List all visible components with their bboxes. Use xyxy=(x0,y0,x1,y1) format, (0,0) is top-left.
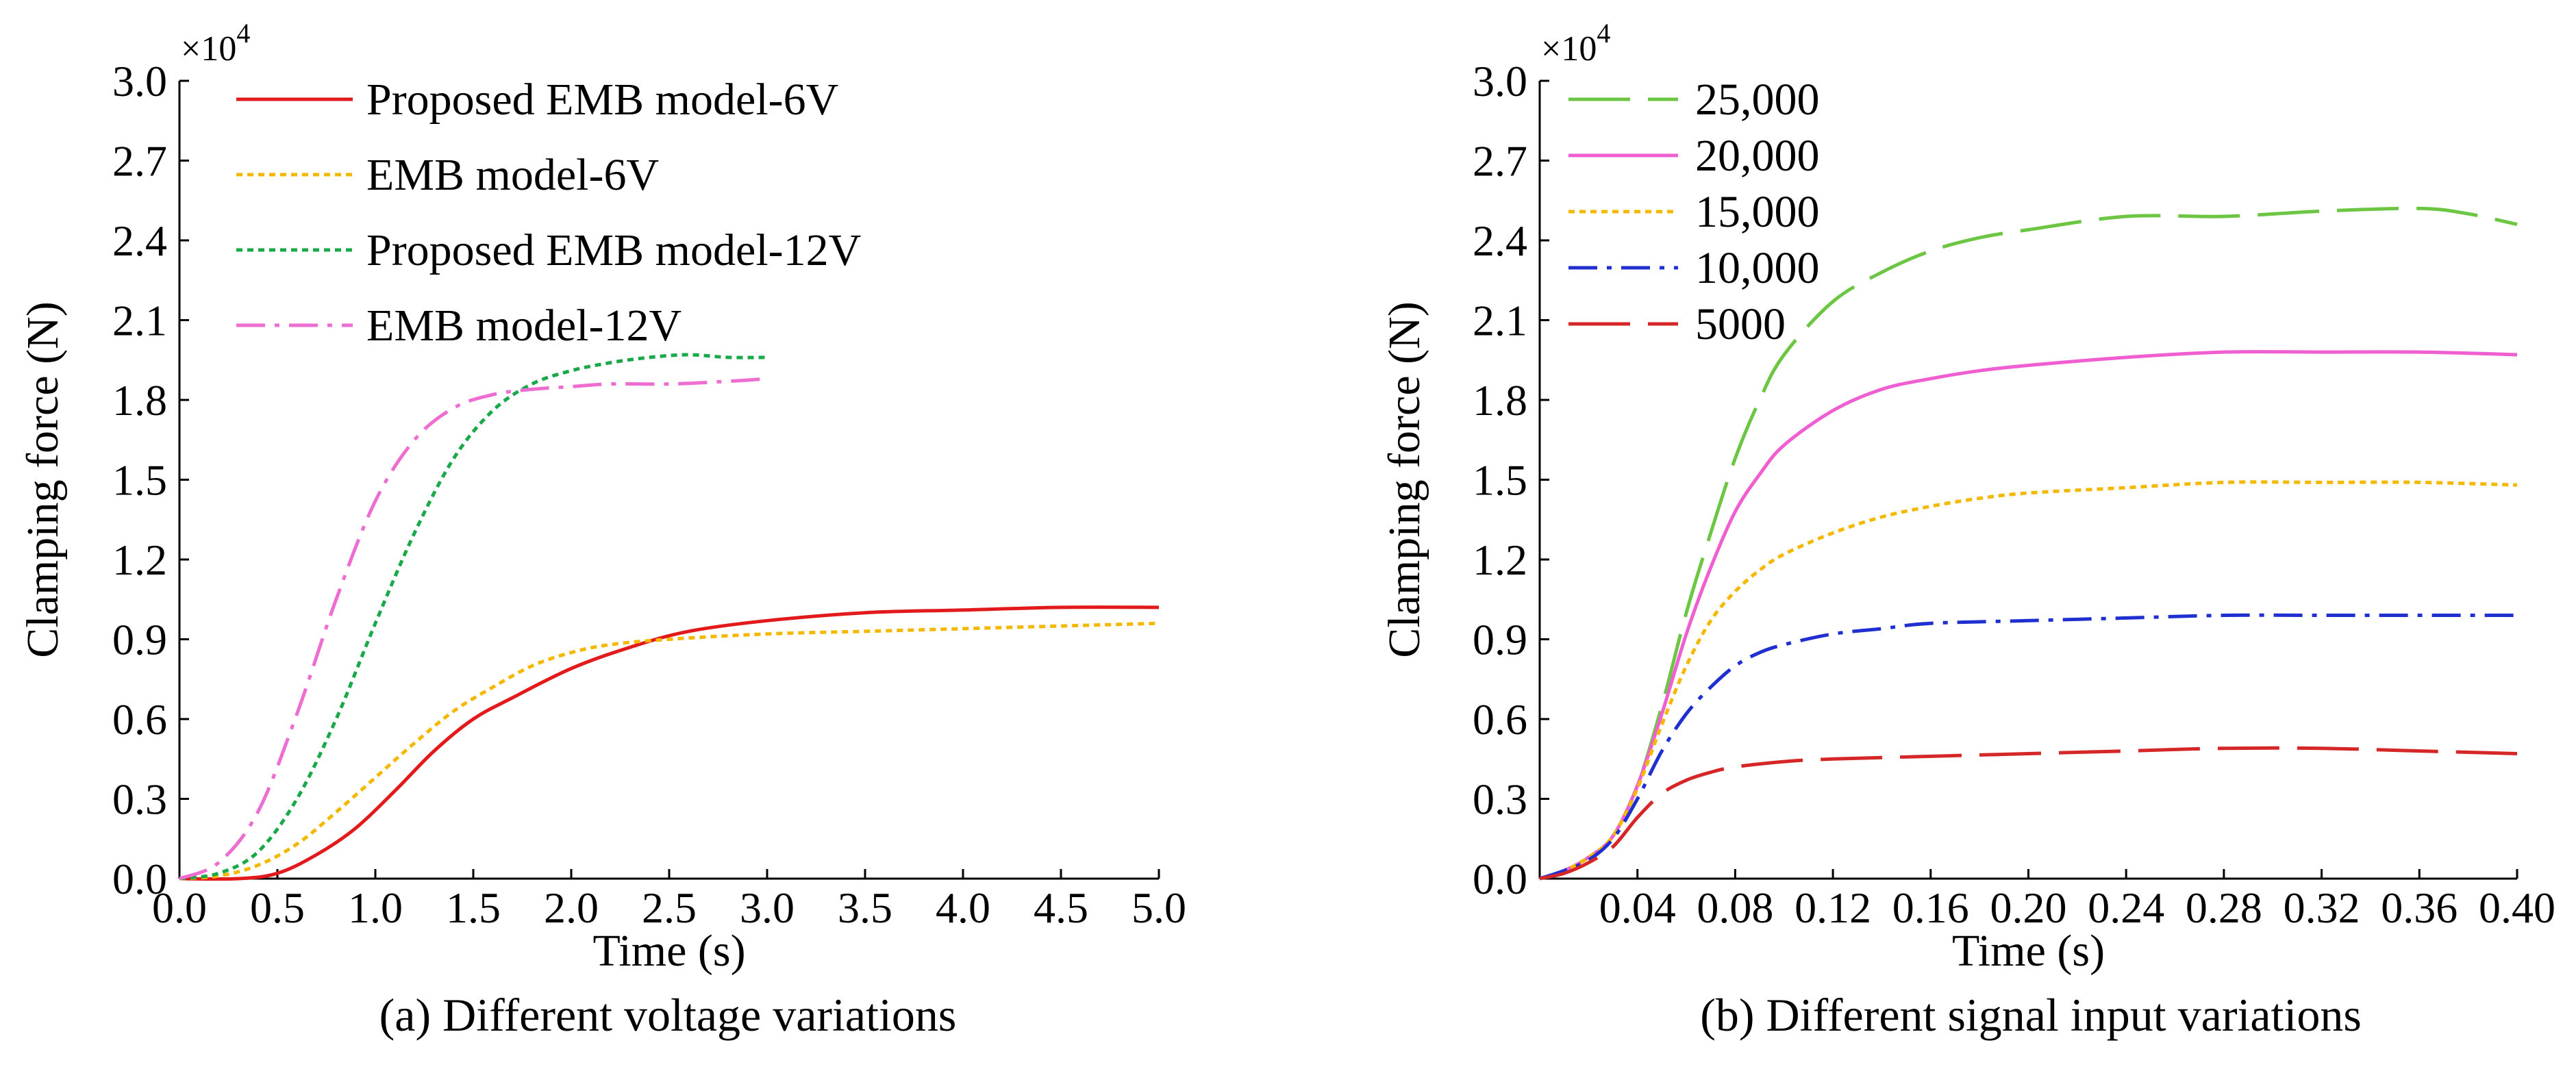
x-axis-title: Time (s) xyxy=(1952,926,2105,976)
y-tick-label: 1.5 xyxy=(1473,456,1527,505)
y-tick-label: 0.0 xyxy=(1473,855,1527,903)
x-tick-label: 4.0 xyxy=(936,883,990,932)
x-tick-label: 1.0 xyxy=(348,883,403,932)
chart-voltage-variations: 0.0 0.3 0.6 0.9 1.2 1.5 1.8 2.1 2.4 2.7 3.0 0.0 0.5 1… xyxy=(18,18,1186,1041)
x-tick-label: 0.36 xyxy=(2381,883,2458,932)
series-line xyxy=(179,621,1160,881)
series-line xyxy=(1539,746,2518,881)
y-tick-label: 0.3 xyxy=(1473,775,1527,824)
y-tick-label: 0.6 xyxy=(1473,695,1527,744)
y-tick-label: 3.0 xyxy=(1473,57,1527,105)
y-tick-label: 1.5 xyxy=(112,456,167,505)
series-line xyxy=(1539,480,2518,881)
x-tick-label: 1.5 xyxy=(446,883,501,932)
y-tick-label: 2.4 xyxy=(1473,216,1527,265)
x-tick-label: 0.04 xyxy=(1599,883,1676,932)
y-tick-label: 2.1 xyxy=(1473,297,1527,345)
x-tick-label: 0.20 xyxy=(1990,883,2067,932)
chart-signal-input-variations: 0.0 0.3 0.6 0.9 1.2 1.5 1.8 2.1 2.4 2.7 3.0 0.04 0.0… xyxy=(1379,18,2555,1041)
y-tick-label: 0.0 xyxy=(112,855,167,903)
y-multiplier-label: ×104 xyxy=(181,18,250,68)
y-tick-label: 1.8 xyxy=(1473,376,1527,425)
y-tick-label: 1.2 xyxy=(1473,536,1527,584)
y-axis-title: Clamping force (N) xyxy=(18,301,68,658)
chart-caption: (b) Different signal input variations xyxy=(1700,989,2362,1041)
y-tick-label: 2.4 xyxy=(112,216,167,265)
x-tick-label: 2.5 xyxy=(642,883,697,932)
legend-label: 5000 xyxy=(1695,299,1786,349)
y-tick-label: 2.7 xyxy=(1473,137,1527,186)
y-tick-label: 0.6 xyxy=(112,695,167,744)
x-tick-label: 0.08 xyxy=(1697,883,1773,932)
x-tick-label: 4.5 xyxy=(1034,883,1088,932)
legend-label: 10,000 xyxy=(1695,243,1820,293)
x-tick-label: 0.12 xyxy=(1795,883,1871,932)
y-multiplier-label: ×104 xyxy=(1541,18,1610,68)
legend-label: 20,000 xyxy=(1695,131,1820,181)
x-axis-title: Time (s) xyxy=(592,926,745,976)
x-tick-label: 0.40 xyxy=(2479,883,2555,932)
x-tick-label: 2.0 xyxy=(544,883,599,932)
x-tick-label: 0.24 xyxy=(2088,883,2164,932)
legend: 25,000 20,000 15,000 10,000 5000 xyxy=(1568,75,1820,349)
series-line xyxy=(179,353,768,881)
y-tick-label: 1.8 xyxy=(112,376,167,425)
x-tick-label: 0.5 xyxy=(250,883,305,932)
x-tick-label: 0.28 xyxy=(2186,883,2262,932)
y-tick-label: 0.9 xyxy=(1473,616,1527,664)
series-line xyxy=(1539,613,2517,881)
series-line xyxy=(1539,206,2518,881)
y-tick-label: 1.2 xyxy=(112,536,167,584)
x-tick-label: 5.0 xyxy=(1131,883,1186,932)
x-tick-label: 3.5 xyxy=(838,883,892,932)
x-tick-label: 0.0 xyxy=(152,883,207,932)
legend-label: 15,000 xyxy=(1695,187,1820,237)
y-tick-label: 0.3 xyxy=(112,775,167,824)
legend-label: Proposed EMB model-6V xyxy=(366,75,838,125)
legend: Proposed EMB model-6V EMB model-6V Propose… xyxy=(236,75,861,351)
legend-label: 25,000 xyxy=(1695,75,1820,125)
legend-label: EMB model-12V xyxy=(366,301,681,351)
series-line xyxy=(179,377,768,881)
x-tick-label: 3.0 xyxy=(740,883,795,932)
x-tick-label: 0.16 xyxy=(1892,883,1969,932)
y-tick-label: 3.0 xyxy=(112,57,167,105)
y-tick-label: 0.9 xyxy=(112,616,167,664)
legend-label: Proposed EMB model-12V xyxy=(366,225,861,275)
chart-caption: (a) Different voltage variations xyxy=(379,989,957,1041)
legend-label: EMB model-6V xyxy=(366,150,659,200)
y-tick-label: 2.1 xyxy=(112,297,167,345)
series-line xyxy=(179,605,1160,881)
y-tick-label: 2.7 xyxy=(112,137,167,186)
y-axis-title: Clamping force (N) xyxy=(1379,301,1429,658)
x-tick-label: 0.32 xyxy=(2284,883,2360,932)
